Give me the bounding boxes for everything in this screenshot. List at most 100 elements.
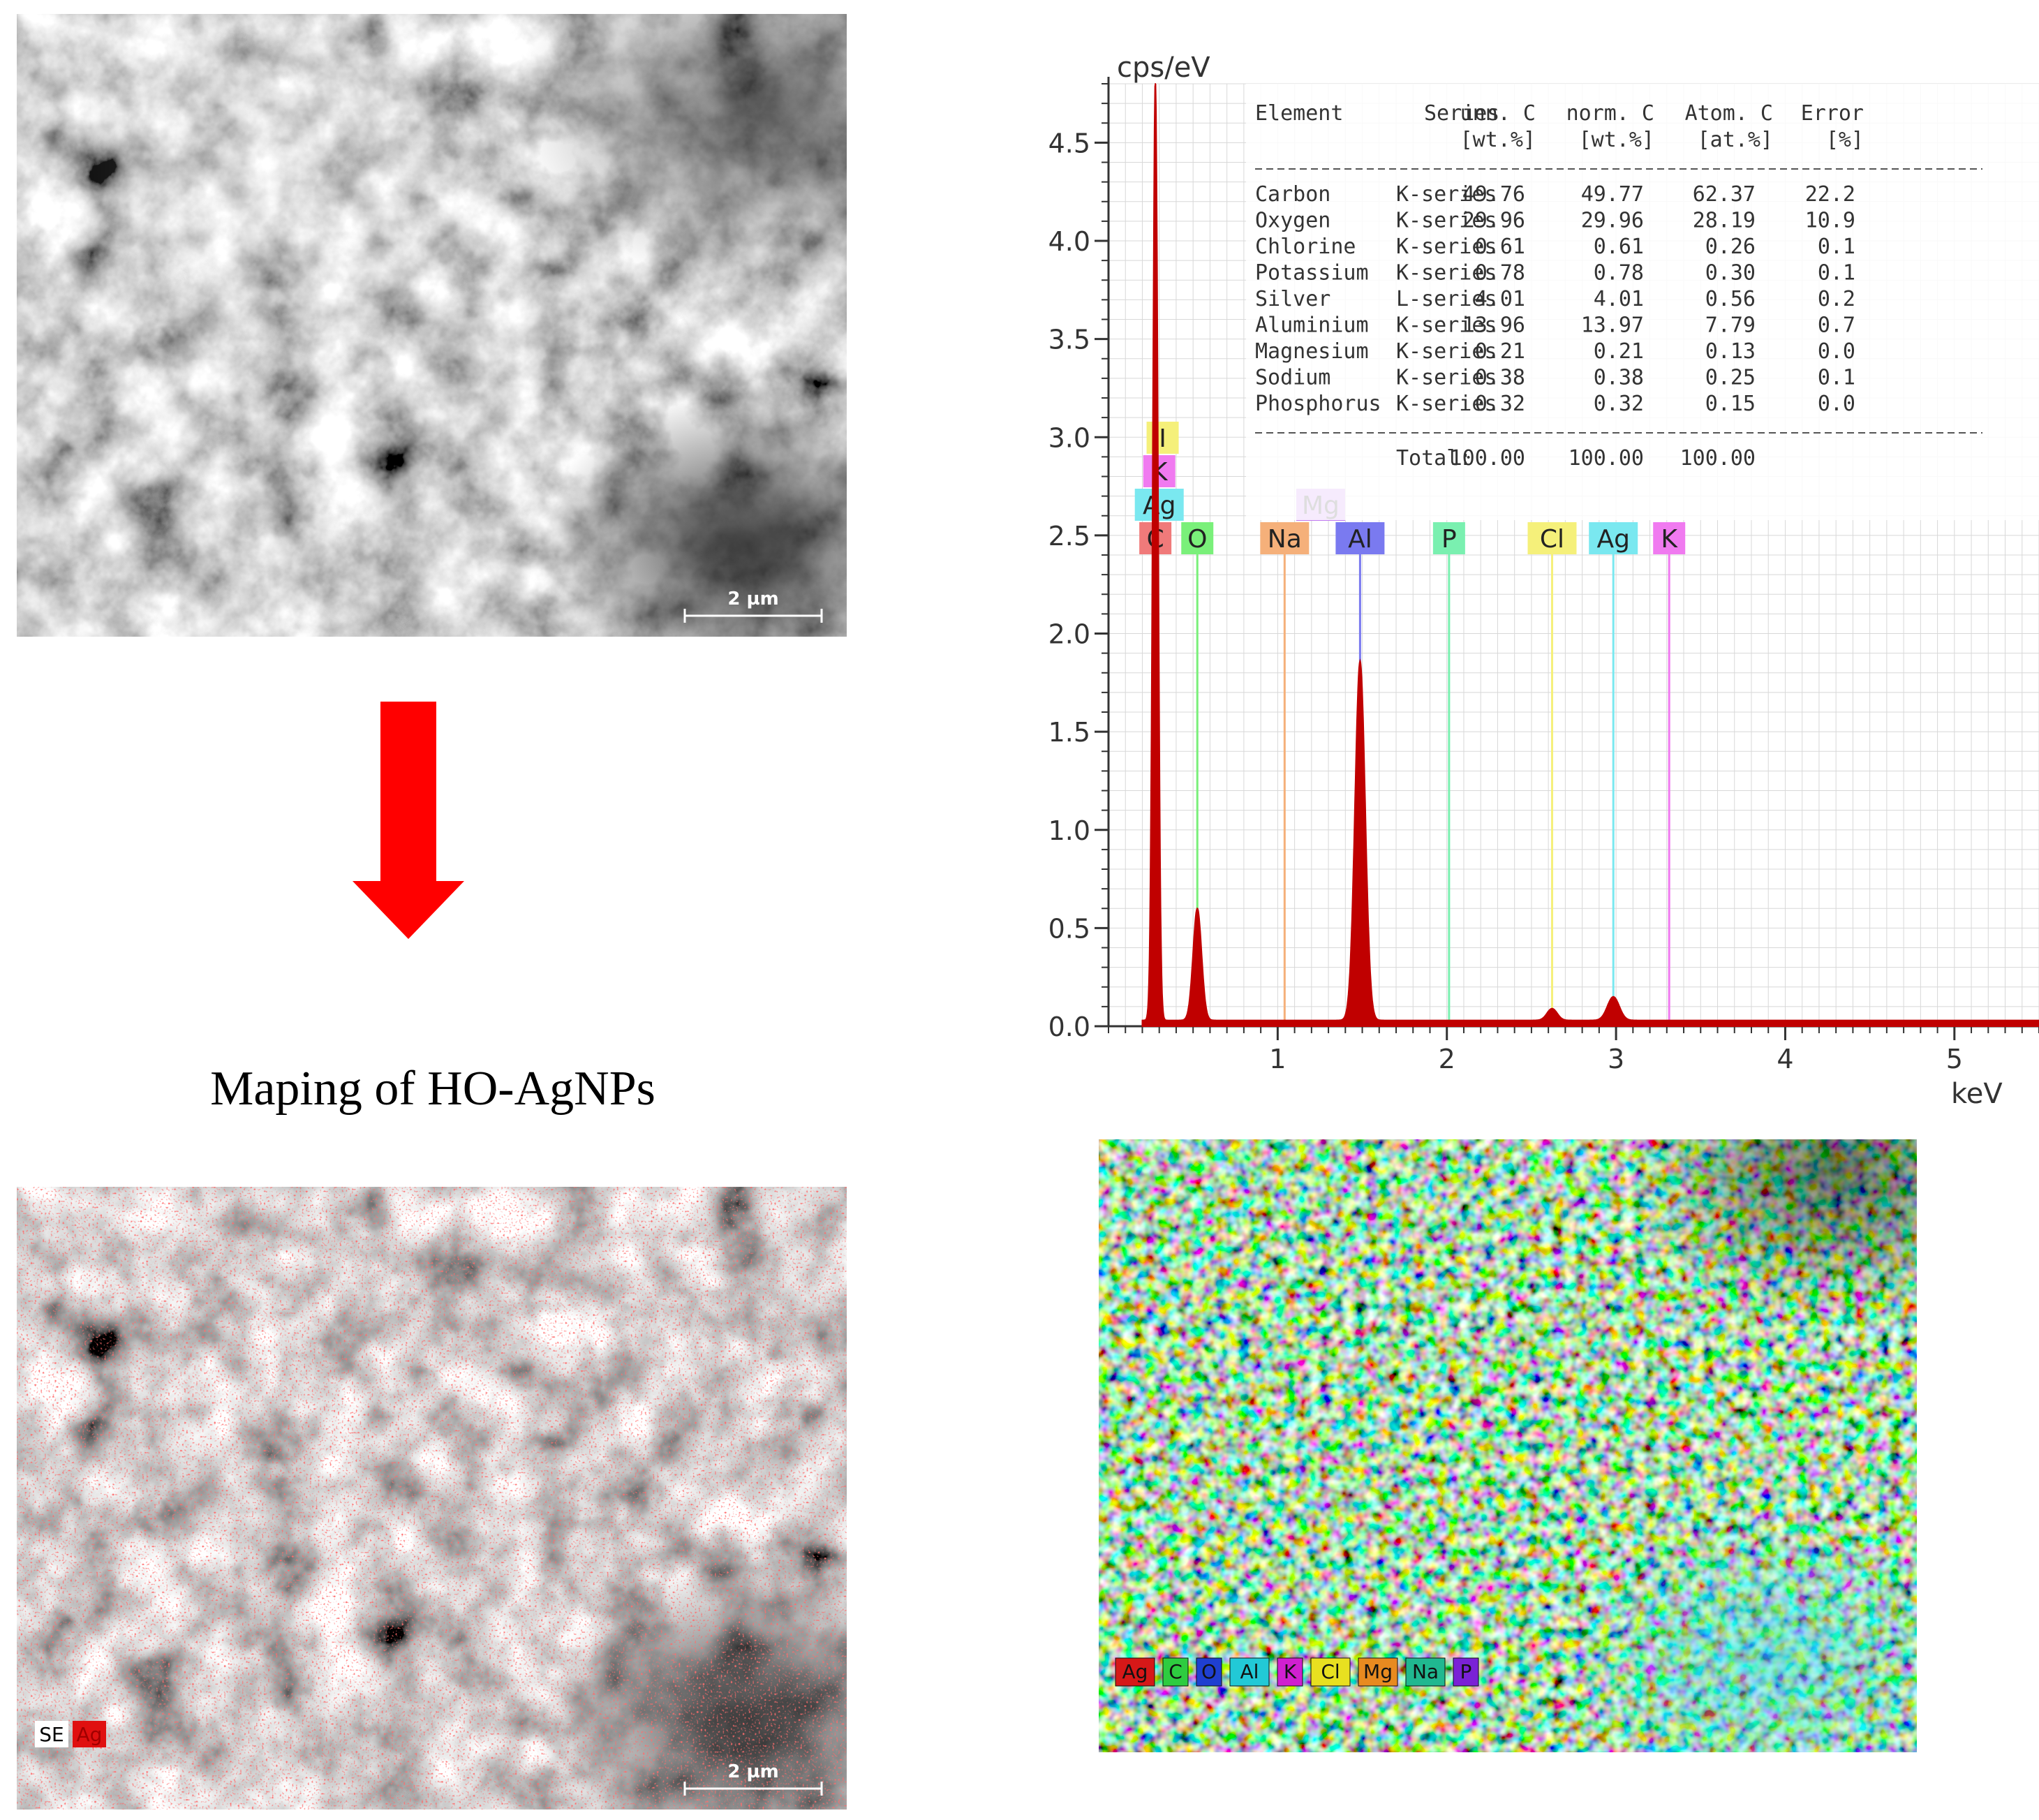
marker-box — [1527, 522, 1577, 554]
sem-image-top: 2 µm — [17, 14, 847, 637]
legend-swatch — [1405, 1657, 1446, 1687]
table-cell: 13.97 — [1581, 313, 1644, 338]
peak-Ag — [1612, 996, 1615, 998]
y-tick-label: 4.0 — [1048, 226, 1090, 257]
peak-O — [1196, 908, 1199, 910]
table-header: unn. C — [1460, 101, 1536, 126]
table-cell: 49.77 — [1581, 182, 1644, 207]
table-header: Error — [1801, 101, 1864, 126]
x-tick-label: 1 — [1269, 1044, 1286, 1074]
scale-bar: 2 µm — [683, 589, 823, 623]
edx-element-map: Ag C O Al K Cl Mg Na P — [1099, 1139, 1917, 1752]
x-axis-label: keV — [1951, 1078, 2003, 1110]
table-cell: 13.96 — [1462, 313, 1525, 338]
table-cell: 7.79 — [1705, 313, 1756, 338]
legend-label: Cl — [1321, 1660, 1340, 1683]
table-cell: Phosphorus — [1255, 392, 1381, 416]
legend-label: O — [1201, 1660, 1217, 1683]
table-cell: 0.30 — [1705, 261, 1756, 286]
legend-swatch — [1453, 1657, 1479, 1687]
element-marker-label: K — [1661, 525, 1678, 554]
y-tick-label: 4.5 — [1048, 128, 1090, 158]
marker-box — [1143, 455, 1176, 487]
edx-spectrum-chart: 0.0 0.5 1.0 1.5 2.0 2.5 3.0 3.5 4.0 4.5 1 2 3 4 5 I K Ag… — [1048, 52, 2039, 1110]
table-cell: K-series — [1396, 235, 1497, 259]
element-marker-label: Cl — [1540, 525, 1564, 554]
table-cell: 0.21 — [1475, 339, 1525, 364]
table-cell: 0.26 — [1705, 235, 1756, 259]
legend-label: Mg — [1363, 1660, 1393, 1683]
table-cell: Silver — [1255, 287, 1330, 311]
marker-box — [1260, 522, 1310, 554]
table-cell: 0.2 — [1818, 287, 1855, 311]
y-axis-label: cps/eV — [1117, 52, 1210, 84]
table-cell: 0.32 — [1475, 392, 1525, 416]
legend-label: C — [1169, 1660, 1182, 1683]
table-cell: Oxygen — [1255, 209, 1330, 233]
legend-ag: Ag — [77, 1723, 103, 1746]
table-cell: 4.01 — [1475, 287, 1525, 311]
element-marker-label: Ag — [1596, 525, 1629, 554]
table-cell: Chlorine — [1255, 235, 1356, 259]
table-cell: 0.1 — [1818, 235, 1855, 259]
figure-caption: Maping of HO-AgNPs — [210, 1062, 655, 1116]
element-marker-label: Al — [1348, 525, 1372, 554]
table-cell: K-series — [1396, 366, 1497, 390]
y-tick-label: 3.0 — [1048, 422, 1090, 453]
table-cell: 0.32 — [1594, 392, 1644, 416]
table-cell: 0.78 — [1475, 261, 1525, 286]
table-cell: 0.56 — [1705, 287, 1756, 311]
chart-axes: 0.0 0.5 1.0 1.5 2.0 2.5 3.0 3.5 4.0 4.5 1 2 3 4 5 — [1048, 77, 2039, 1074]
table-cell: K-series — [1396, 392, 1497, 416]
peak-C — [1155, 83, 1157, 84]
peak-Al — [1359, 660, 1361, 662]
element-marker-label: O — [1187, 525, 1207, 554]
total-value: 100.00 — [1680, 446, 1756, 471]
table-cell: 28.19 — [1693, 209, 1756, 233]
table-cell: K-series — [1396, 182, 1497, 207]
table-cell: 29.96 — [1581, 209, 1644, 233]
marker-box — [1134, 489, 1184, 521]
spectrum-trace — [1141, 83, 2039, 1027]
table-cell: 22.2 — [1805, 182, 1855, 207]
x-tick-label: 4 — [1777, 1044, 1793, 1074]
legend-swatch — [1358, 1657, 1398, 1687]
table-cell: L-series — [1396, 287, 1497, 311]
legend-swatch — [1162, 1657, 1189, 1687]
table-cell: 0.21 — [1594, 339, 1644, 364]
table-unit: [wt.%] — [1460, 128, 1536, 152]
table-cell: 49.76 — [1462, 182, 1525, 207]
scale-label: 2 µm — [727, 589, 778, 609]
table-cell: 62.37 — [1693, 182, 1756, 207]
element-marker-label: I — [1159, 424, 1166, 453]
legend-label: Na — [1412, 1660, 1439, 1683]
y-tick-label: 0.0 — [1048, 1012, 1090, 1042]
table-cell: 0.1 — [1818, 261, 1855, 286]
y-tick-label: 2.0 — [1048, 619, 1090, 650]
legend-swatch — [1277, 1657, 1303, 1687]
table-cell: 0.38 — [1594, 366, 1644, 390]
y-tick-label: 2.5 — [1048, 521, 1090, 552]
table-cell: K-series — [1396, 261, 1497, 286]
total-value: 100.00 — [1450, 446, 1525, 471]
element-marker-label: Ag — [1143, 491, 1176, 520]
element-marker-label: Na — [1268, 525, 1302, 554]
legend-swatch — [1196, 1657, 1222, 1687]
table-cell: Sodium — [1255, 366, 1330, 390]
table-cell: 0.38 — [1475, 366, 1525, 390]
table-header: Series — [1424, 101, 1499, 126]
table-cell: 0.15 — [1705, 392, 1756, 416]
spectrum-peaks — [1141, 83, 2039, 1027]
table-cell: K-series — [1396, 209, 1497, 233]
legend-label: P — [1460, 1660, 1472, 1683]
legend-swatch — [1310, 1657, 1351, 1687]
table-cell: 0.0 — [1818, 392, 1855, 416]
legend-label: Al — [1240, 1660, 1259, 1683]
table-cell: Carbon — [1255, 182, 1330, 207]
table-unit: [wt.%] — [1579, 128, 1654, 152]
table-cell: 29.96 — [1462, 209, 1525, 233]
marker-box — [1653, 522, 1686, 554]
scale-bar: 2 µm — [683, 1761, 823, 1796]
table-cell: 0.25 — [1705, 366, 1756, 390]
